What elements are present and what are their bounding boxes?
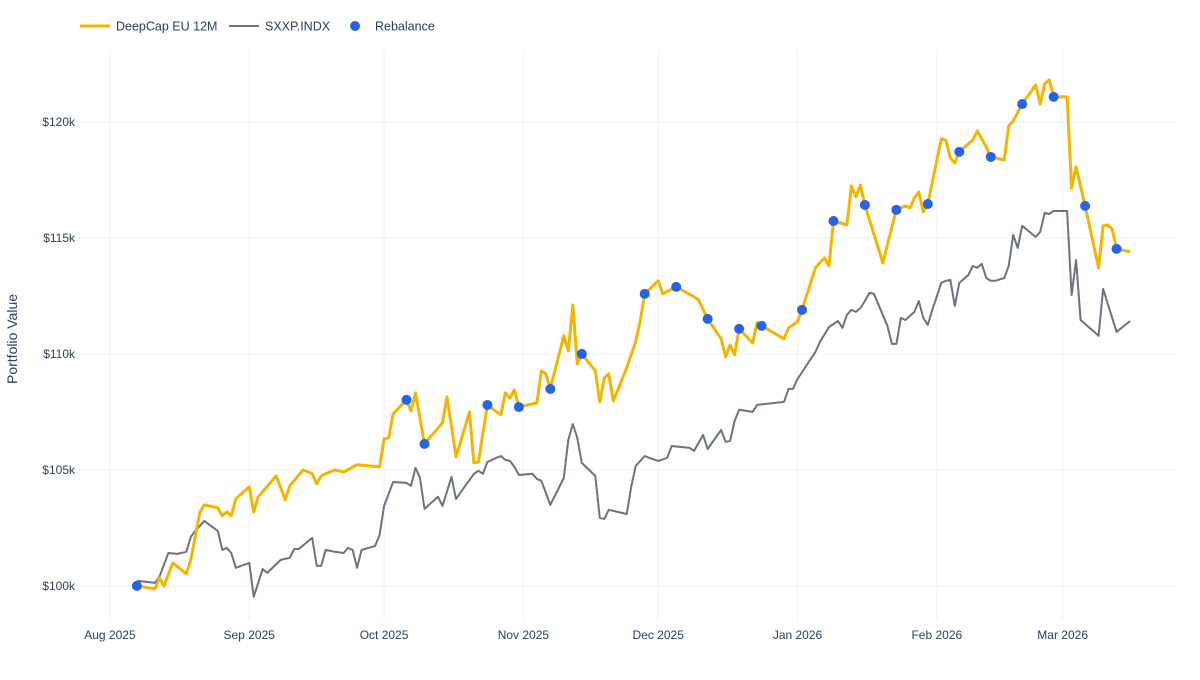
rebalance-point: [576, 348, 587, 359]
x-axis-ticks: Aug 2025 Sep 2025 Oct 2025 Nov 2025 Dec 2025…: [84, 628, 1088, 642]
rebalance-point: [639, 288, 650, 299]
rebalance-point: [954, 146, 965, 157]
rebalance-point: [1080, 200, 1091, 211]
rebalance-point: [734, 323, 745, 334]
y-tick-label: $100k: [42, 579, 76, 593]
x-tick-label: Sep 2025: [224, 628, 276, 642]
gridlines: [65, 50, 1175, 620]
rebalance-point: [1017, 99, 1028, 110]
y-tick-label: $105k: [42, 463, 76, 477]
legend-label: Rebalance: [375, 20, 435, 34]
x-tick-label: Aug 2025: [84, 628, 136, 642]
rebalance-point: [985, 151, 996, 162]
legend[interactable]: DeepCap EU 12M SXXP.INDX Rebalance: [80, 20, 435, 34]
rebalance-point: [702, 313, 713, 324]
x-tick-label: Jan 2026: [773, 628, 823, 642]
rebalance-point: [828, 215, 839, 226]
legend-label: DeepCap EU 12M: [116, 20, 217, 34]
x-tick-label: Feb 2026: [911, 628, 962, 642]
rebalance-point: [671, 281, 682, 292]
rebalance-point: [401, 394, 412, 405]
y-axis-ticks: $100k $105k $110k $115k $120k: [42, 115, 76, 593]
y-tick-label: $120k: [42, 115, 76, 129]
y-tick-label: $115k: [43, 231, 76, 245]
x-tick-label: Oct 2025: [360, 628, 409, 642]
rebalance-point: [797, 304, 808, 315]
rebalance-point: [482, 399, 493, 410]
x-tick-label: Dec 2025: [633, 628, 685, 642]
rebalance-point: [756, 320, 767, 331]
rebalance-point: [859, 199, 870, 210]
rebalance-point: [1048, 91, 1059, 102]
legend-label: SXXP.INDX: [265, 20, 331, 34]
rebalance-point: [545, 383, 556, 394]
rebalance-point: [513, 402, 524, 413]
rebalance-point: [131, 580, 142, 591]
legend-swatch-dot: [350, 21, 360, 31]
rebalance-markers: [131, 91, 1122, 591]
series-lines: [136, 78, 1131, 598]
rebalance-point: [891, 204, 902, 215]
sxxp-line: [136, 210, 1131, 598]
rebalance-point: [419, 438, 430, 449]
legend-item-rebalance[interactable]: Rebalance: [350, 20, 435, 34]
deepcap-line: [136, 78, 1131, 591]
x-tick-label: Nov 2025: [498, 628, 550, 642]
rebalance-point: [1111, 243, 1122, 254]
legend-item-deepcap[interactable]: DeepCap EU 12M: [80, 20, 217, 34]
rebalance-point: [922, 199, 933, 210]
y-tick-label: $110k: [43, 347, 76, 361]
y-axis-label: Portfolio Value: [4, 294, 20, 384]
x-tick-label: Mar 2026: [1037, 628, 1088, 642]
legend-item-sxxp[interactable]: SXXP.INDX: [229, 20, 331, 34]
